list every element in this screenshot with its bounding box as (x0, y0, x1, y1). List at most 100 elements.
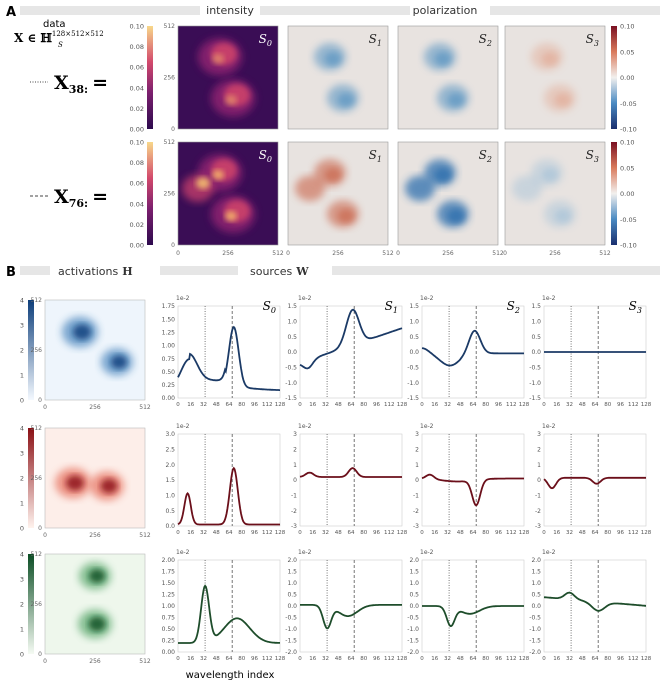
cbar-tick-label: 3 (20, 322, 24, 330)
y-tick-label: 1.5 (409, 303, 419, 310)
y-tick-label: -3 (291, 523, 297, 530)
x-tick-label: 80 (482, 530, 489, 536)
y-tick-label: 3.0 (165, 431, 175, 438)
x-tick-label: 32 (322, 656, 329, 662)
x-tick-label: 112 (628, 656, 639, 662)
img-axis-tick: 512 (164, 23, 176, 30)
y-tick-label: 0.0 (287, 349, 297, 356)
y-tick-label: -0.5 (285, 615, 297, 622)
cbar-tick-label: 0.02 (130, 105, 144, 113)
header-bar-b-right (332, 266, 660, 275)
img-axis-tick: 256 (549, 250, 561, 257)
img-axis-tick: 0 (171, 126, 175, 133)
y-tick-label: 1.0 (531, 580, 541, 587)
x-tick-label: 0 (542, 530, 546, 536)
y-tick-label: 1.00 (162, 603, 176, 610)
cbar-tick-label: 0.10 (620, 139, 634, 147)
img-axis-tick: 0 (396, 250, 400, 257)
x-tick-label: 48 (579, 402, 586, 408)
x-tick-label: 96 (373, 530, 380, 536)
y-tick-label: 2 (537, 447, 541, 454)
source-curve (299, 467, 402, 478)
x-tick-label: 96 (373, 656, 380, 662)
act-axis-tick: 256 (31, 475, 43, 482)
y-tick-label: 0.5 (287, 592, 297, 599)
act-axis-tick: 512 (31, 425, 43, 432)
scale-label: 1e-2 (542, 549, 556, 556)
stokes-image-S2: S2 (397, 25, 499, 130)
cbar-tick-label: 0.05 (620, 164, 634, 172)
stokes-image-S1: S1 (287, 25, 389, 130)
y-tick-label: 0 (415, 477, 419, 484)
x-tick-label: 64 (592, 656, 599, 662)
img-axis-tick: 512 (382, 250, 394, 257)
x-tick-label: 112 (628, 530, 639, 536)
stokes-title: S0 (259, 148, 272, 164)
x-tick-label: 32 (444, 530, 451, 536)
x-tick-label: 0 (176, 402, 180, 408)
polarization-colorbar: 0.10 0.05 0.00 -0.05 -0.10 (611, 139, 637, 250)
act-axis-tick: 512 (139, 532, 151, 539)
x-definition-sub: S (58, 41, 63, 49)
x-tick-label: 128 (275, 530, 286, 536)
y-tick-label: 0.0 (287, 603, 297, 610)
y-tick-label: 2.0 (531, 557, 541, 564)
source-curve (422, 605, 524, 628)
source-plot-S0: 1e-21.75 1.50 1.25 1.00 0.75 0.50 0.25 0.000 16 3… (162, 295, 286, 408)
y-tick-label: 3 (293, 431, 297, 438)
x-tick-label: 32 (200, 530, 207, 536)
stokes-title: S2 (507, 299, 520, 315)
x-tick-label: 80 (360, 656, 367, 662)
x-tick-label: 128 (397, 656, 408, 662)
img-axis-tick: 0 (286, 250, 290, 257)
x-tick-label: 128 (519, 656, 530, 662)
x-tick-label: 16 (553, 402, 560, 408)
y-tick-label: 0.75 (162, 356, 176, 363)
cbar-tick-label: 0.00 (130, 242, 144, 250)
row1-label: X38: = (54, 72, 108, 96)
y-tick-label: 0.5 (531, 592, 541, 599)
intensity-colorbar: 0.10 0.08 0.06 0.04 0.02 0.00 (130, 139, 153, 250)
cbar-tick-label: 2 (20, 347, 24, 355)
source-curve (421, 473, 524, 507)
x-tick-label: 48 (335, 402, 342, 408)
source-curve (177, 325, 280, 391)
x-tick-label: 64 (592, 530, 599, 536)
stokes-image-S0: S0 0 256 512 0 256 512 (164, 139, 284, 257)
act-axis-tick: 0 (38, 525, 42, 532)
y-tick-label: -1.5 (529, 638, 541, 645)
y-tick-label: -1 (291, 493, 297, 500)
x-tick-label: 0 (420, 656, 424, 662)
scale-label: 1e-2 (176, 423, 190, 430)
x-tick-label: 128 (641, 402, 652, 408)
x-tick-label: 112 (384, 530, 395, 536)
stokes-title: S1 (369, 148, 382, 164)
source-curve (299, 308, 403, 370)
x-tick-label: 80 (604, 530, 611, 536)
x-tick-label: 32 (566, 656, 573, 662)
x-tick-label: 16 (553, 530, 560, 536)
y-tick-label: 0.5 (409, 334, 419, 341)
img-axis-tick: 256 (332, 250, 344, 257)
x-tick-label: 64 (470, 530, 477, 536)
img-axis-tick: 256 (442, 250, 454, 257)
y-tick-label: -1.5 (285, 638, 297, 645)
x-tick-label: 64 (226, 656, 233, 662)
source-plot-S1: 1e-21.5 1.0 0.5 0.0 -0.5 -1.0 -1.50 16 32 48 64 80 9… (285, 295, 407, 408)
panel-b-label: B (6, 265, 16, 280)
x-tick-label: 16 (187, 530, 194, 536)
x-tick-label: 96 (251, 656, 258, 662)
x-tick-label: 48 (579, 656, 586, 662)
y-tick-label: -0.5 (285, 365, 297, 372)
y-tick-label: 1.75 (162, 569, 176, 576)
y-tick-label: 0.50 (162, 369, 176, 376)
y-tick-label: 1.75 (162, 303, 176, 310)
y-tick-label: 1.5 (531, 569, 541, 576)
x-tick-label: 16 (309, 402, 316, 408)
x-tick-label: 128 (275, 656, 286, 662)
source-curve (300, 604, 402, 630)
cbar-tick-label: 3 (20, 450, 24, 458)
y-tick-label: 3 (415, 431, 419, 438)
